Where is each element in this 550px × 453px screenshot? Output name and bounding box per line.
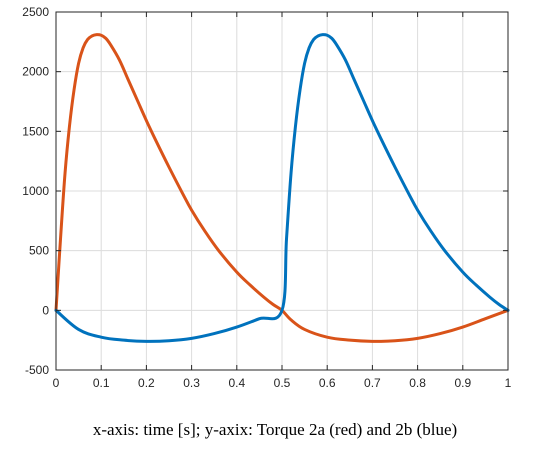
x-tick-label: 0.5 [274, 376, 291, 390]
x-tick-label: 0.6 [319, 376, 336, 390]
torque-2b-line [54, 33, 510, 343]
x-tick-label: 0 [53, 376, 60, 390]
y-tick-label: 2000 [22, 65, 49, 79]
y-tick-label: -500 [25, 363, 49, 377]
x-tick-label: 0.9 [454, 376, 471, 390]
series-lines [54, 33, 510, 343]
x-tick-label: 1 [505, 376, 512, 390]
y-tick-labels: -500 0 500 1000 1500 2000 2500 [22, 5, 49, 377]
tick-marks [55, 11, 509, 371]
y-tick-label: 1500 [22, 124, 49, 138]
y-tick-label: 500 [29, 244, 49, 258]
x-tick-labels: 0 0.1 0.2 0.3 0.4 0.5 0.6 0.7 0.8 0.9 1 [53, 376, 512, 390]
x-tick-label: 0.8 [409, 376, 426, 390]
x-tick-label: 0.3 [183, 376, 200, 390]
x-tick-label: 0.4 [228, 376, 245, 390]
torque-chart: 0 0.1 0.2 0.3 0.4 0.5 0.6 0.7 0.8 0.9 1 -500 0 500 10… [22, 5, 512, 390]
y-tick-label: 1000 [22, 184, 49, 198]
y-tick-label: 0 [42, 303, 49, 317]
y-tick-label: 2500 [22, 5, 49, 19]
torque-2a-line [54, 33, 510, 343]
x-tick-label: 0.2 [138, 376, 155, 390]
x-tick-label: 0.1 [93, 376, 110, 390]
figure-caption: x-axis: time [s]; y-axix: Torque 2a (red… [92, 420, 458, 439]
x-tick-label: 0.7 [364, 376, 381, 390]
